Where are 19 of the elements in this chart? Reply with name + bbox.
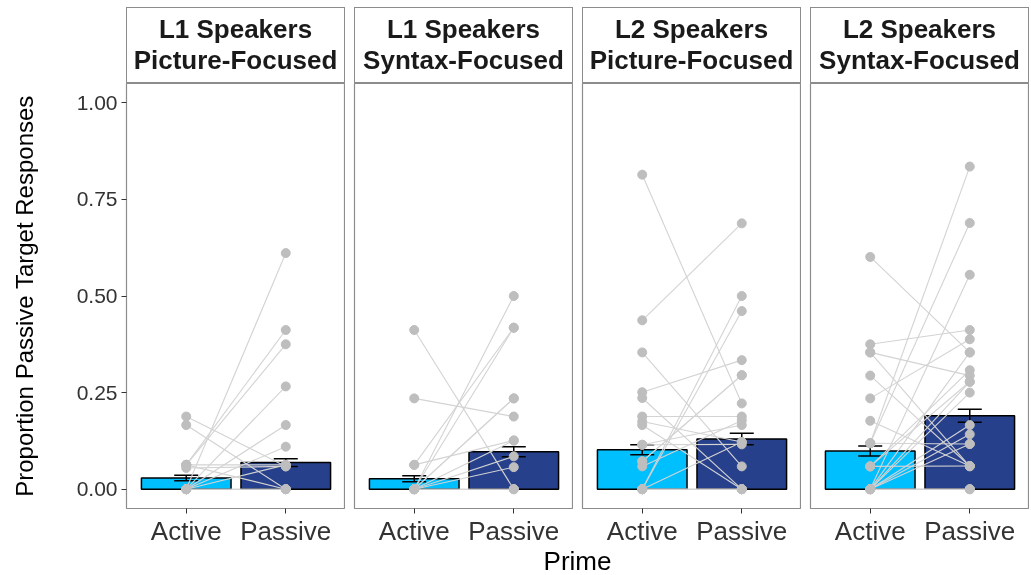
x-tick-label: Active <box>150 515 222 546</box>
x-tick-label: Passive <box>468 515 560 546</box>
chart-title: L1 Speakers Picture-Focused <box>126 7 345 83</box>
x-tick-label: Active <box>378 515 450 546</box>
y-tick-label: 0.25 <box>76 380 118 404</box>
x-axis-title: Prime <box>542 546 613 575</box>
chart-title: L1 Speakers Syntax-Focused <box>354 7 573 83</box>
x-tick-label: Active <box>834 515 906 546</box>
x-tick-label: Passive <box>924 515 1016 546</box>
y-tick-label: 0.75 <box>76 187 118 211</box>
y-axis-title: Proportion Passive Target Responses <box>10 95 38 497</box>
y-tick-label: 0.50 <box>76 284 118 307</box>
x-tick-label: Active <box>606 515 678 546</box>
chart-title: L2 Speakers Picture-Focused <box>582 7 801 83</box>
y-tick-label: 1.00 <box>76 90 118 114</box>
x-tick-label: Passive <box>696 515 788 546</box>
x-tick-label: Passive <box>240 515 332 546</box>
chart-title: L2 Speakers Syntax-Focused <box>810 7 1029 83</box>
y-tick-label: 0.00 <box>76 477 118 501</box>
